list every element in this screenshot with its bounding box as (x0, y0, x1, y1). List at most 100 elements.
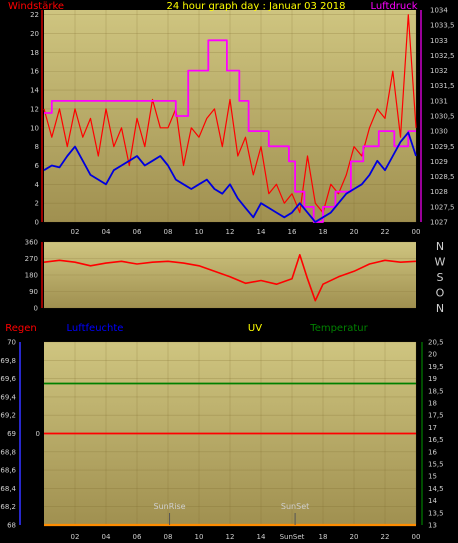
hour-tick: 04 (102, 228, 111, 236)
humidity-axis-tick: 68,8 (0, 448, 16, 456)
hour-tick: 00 (412, 228, 421, 236)
hour-tick: 02 (71, 228, 80, 236)
direction-panel-background (44, 242, 416, 308)
hour-tick: 12 (226, 533, 235, 541)
temperature-axis-tick: 14,5 (428, 485, 444, 493)
pressure-axis-tick: 1031 (430, 97, 448, 105)
wind-panel-ticks: 024681012141618202210271027,510281028,51… (30, 7, 454, 237)
hour-tick: 10 (195, 228, 204, 236)
hour-tick: 18 (319, 533, 328, 541)
wind-axis-tick: 12 (30, 105, 39, 113)
hour-tick: 20 (350, 228, 359, 236)
hour-tick: 16 (288, 228, 297, 236)
pressure-axis-tick: 1029,5 (430, 143, 455, 151)
compass-label: S (437, 271, 444, 284)
hour-tick: 10 (195, 533, 204, 541)
hour-tick: 12 (226, 228, 235, 236)
pressure-axis-tick: 1033 (430, 37, 448, 45)
pressure-axis-tick: 1031,5 (430, 82, 455, 90)
hour-tick: 04 (102, 533, 111, 541)
hour-tick: SunSet (280, 533, 305, 541)
humidity-axis-tick: 69,6 (0, 375, 16, 383)
temperature-axis-tick: 19,5 (428, 363, 444, 371)
pressure-axis-tick: 1032 (430, 67, 448, 75)
pressure-axis-tick: 1028 (430, 188, 448, 196)
temperature-axis-tick: 18,5 (428, 387, 444, 395)
wind-axis-tick: 2 (35, 200, 39, 208)
hour-tick: 22 (381, 228, 390, 236)
wind-axis-tick: 6 (35, 162, 40, 170)
hour-tick: 22 (381, 533, 390, 541)
pressure-axis-tick: 1029 (430, 158, 448, 166)
pressure-axis-tick: 1027 (430, 219, 448, 227)
direction-panel-ticks: 0 90 180 270 360 (25, 239, 43, 313)
pressure-axis-label: Luftdruck (370, 1, 417, 12)
hour-tick: 18 (319, 228, 328, 236)
sun-label: SunRise (154, 502, 186, 511)
direction-panel-grid (44, 241, 416, 309)
wind-axis-tick: 0 (35, 219, 39, 227)
legend-uv: UV (248, 323, 262, 334)
direction-axis-tick: 90 (29, 288, 38, 296)
sun-label: SunSet (281, 502, 309, 511)
wind-axis-tick: 8 (35, 143, 39, 151)
hour-tick: 20 (350, 533, 359, 541)
humidity-axis-tick: 68,4 (0, 485, 16, 493)
pressure-axis-tick: 1027,5 (430, 203, 455, 211)
pressure-series (44, 39, 416, 223)
temperature-axis-tick: 15,5 (428, 461, 444, 469)
pressure-axis-tick: 1033,5 (430, 22, 455, 30)
direction-panel-series (43, 254, 417, 302)
hour-tick: 14 (257, 533, 266, 541)
pressure-axis-tick: 1030,5 (430, 113, 455, 121)
hour-tick: 00 (412, 533, 421, 541)
humidity-axis-tick: 68,2 (0, 503, 16, 511)
humidity-axis-tick: 69,2 (0, 412, 16, 420)
wind-panel-background (44, 10, 416, 222)
hour-tick: 06 (133, 228, 142, 236)
temperature-axis-tick: 15 (428, 473, 437, 481)
humidity-axis-tick: 68 (7, 522, 16, 530)
rain-zero-label: 0 (36, 430, 40, 438)
wind-axis-tick: 10 (30, 124, 39, 132)
temperature-axis-tick: 17,5 (428, 412, 444, 420)
humidity-axis-tick: 70 (7, 339, 16, 347)
wind-axis-tick: 16 (30, 68, 39, 76)
climate-panel-ticks: 68 68,2 68,4 68,6 68,8 69 69,2 69,4 69,6 69,8 70 13… (0, 339, 443, 542)
wind-speed-axis-label: Windstärke (8, 1, 64, 12)
compass-label: O (436, 287, 445, 300)
hour-tick: 08 (164, 228, 173, 236)
direction-axis-tick: 270 (25, 255, 38, 263)
temperature-axis-tick: 13 (428, 522, 437, 530)
humidity-axis-tick: 69,4 (0, 393, 16, 401)
temperature-axis-tick: 19 (428, 375, 437, 383)
temperature-axis-tick: 17 (428, 424, 437, 432)
temperature-axis-tick: 14 (428, 497, 437, 505)
wind-direction-series (43, 254, 417, 302)
wind-axis-tick: 20 (30, 30, 39, 38)
temperature-axis-tick: 16,5 (428, 436, 444, 444)
pressure-axis-tick: 1032,5 (430, 52, 455, 60)
legend-humidity: Luftfeuchte (67, 323, 124, 334)
compass-label: W (435, 256, 446, 269)
direction-axis-tick: 0 (34, 305, 38, 313)
wind-axis-tick: 18 (30, 49, 39, 57)
wind-gust-series (43, 14, 417, 214)
compass-label: N (436, 240, 444, 253)
direction-axis-tick: 180 (25, 272, 38, 280)
hour-tick: 08 (164, 533, 173, 541)
humidity-axis-tick: 68,6 (0, 467, 16, 475)
wind-average-series (43, 131, 417, 223)
wind-axis-tick: 22 (30, 11, 39, 19)
wind-panel-series (43, 14, 417, 223)
legend-temperature: Temperatur (309, 323, 368, 334)
compass-label: N (436, 302, 444, 315)
wind-axis-tick: 14 (30, 87, 39, 95)
temperature-axis-tick: 13,5 (428, 509, 444, 517)
pressure-axis-tick: 1028,5 (430, 173, 455, 181)
legend-rain: Regen (5, 323, 37, 334)
humidity-axis-tick: 69,8 (0, 357, 16, 365)
